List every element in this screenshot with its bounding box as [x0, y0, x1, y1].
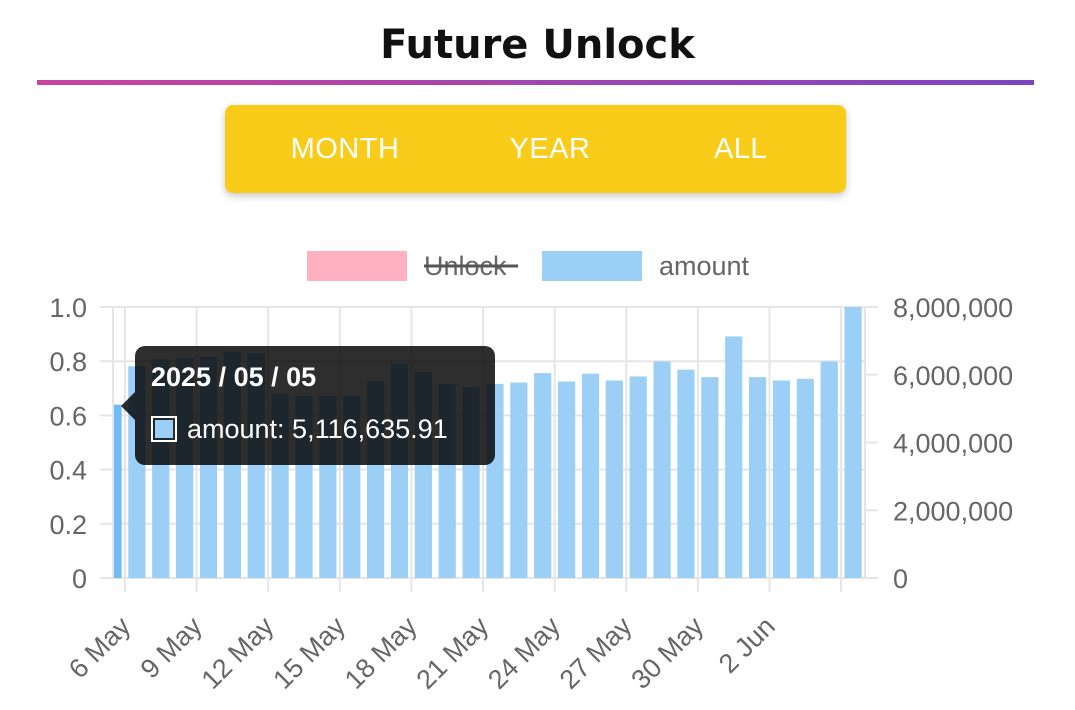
- bar-amount: [605, 380, 623, 578]
- bar-amount: [844, 307, 862, 578]
- tooltip-swatch: [151, 416, 177, 442]
- bar-amount: [534, 373, 552, 578]
- x-axis-tick-label: 24 May: [482, 611, 566, 695]
- left-axis-tick-label: 0.6: [49, 401, 87, 431]
- bar-amount: [629, 376, 647, 578]
- bar-amount: [677, 369, 695, 578]
- chart-tooltip: 2025 / 05 / 05 amount: 5,116,635.91: [121, 346, 495, 465]
- tooltip-title: 2025 / 05 / 05: [151, 362, 317, 392]
- bar-amount: [772, 380, 791, 578]
- legend-swatch-amount: [542, 251, 642, 281]
- x-axis-tick-label: 6 May: [63, 611, 137, 685]
- x-axis-tick-label: 2 Jun: [713, 611, 781, 679]
- tab-year[interactable]: YEAR: [509, 133, 591, 165]
- bar-amount: [748, 377, 767, 578]
- right-axis-tick-label: 8,000,000: [893, 293, 1013, 323]
- left-axis-tick-label: 0: [72, 564, 87, 594]
- period-tabs: MONTH YEAR ALL: [225, 105, 846, 193]
- right-axis-tick-label: 4,000,000: [893, 429, 1013, 459]
- bar-amount: [557, 381, 576, 578]
- legend-swatch-unlock: [307, 251, 407, 281]
- bar-amount: [820, 361, 838, 578]
- unlock-chart: Unlock amount00.20.40.60.81.002,000,0004,…: [49, 251, 1013, 695]
- left-axis-tick-label: 1.0: [49, 293, 87, 323]
- bar-amount: [510, 382, 528, 578]
- right-axis-tick-label: 6,000,000: [893, 361, 1013, 391]
- x-axis-tick-label: 18 May: [339, 611, 423, 695]
- tab-all[interactable]: ALL: [713, 133, 768, 165]
- page-title: Future Unlock: [380, 22, 695, 68]
- bar-amount: [581, 373, 600, 578]
- tab-month[interactable]: MONTH: [290, 133, 400, 165]
- right-axis-tick-label: 0: [893, 564, 908, 594]
- left-axis-tick-label: 0.4: [49, 456, 87, 486]
- title-underline: [37, 80, 1034, 85]
- x-axis-tick-label: 21 May: [411, 611, 495, 695]
- x-axis-tick-label: 15 May: [267, 611, 351, 695]
- bar-amount: [701, 377, 719, 578]
- bar-amount: [653, 361, 671, 578]
- x-axis-tick-label: 30 May: [625, 611, 709, 695]
- x-axis-tick-label: 12 May: [196, 611, 280, 695]
- left-axis-tick-label: 0.8: [49, 347, 87, 377]
- x-axis-tick-label: 27 May: [554, 611, 638, 695]
- bar-amount: [113, 404, 122, 578]
- legend-label-amount: amount: [659, 251, 750, 281]
- right-axis-tick-label: 2,000,000: [893, 496, 1013, 526]
- bar-amount: [796, 378, 814, 578]
- bar-amount: [725, 336, 743, 578]
- tooltip-value: amount: 5,116,635.91: [187, 414, 448, 444]
- left-axis-tick-label: 0.2: [49, 510, 87, 540]
